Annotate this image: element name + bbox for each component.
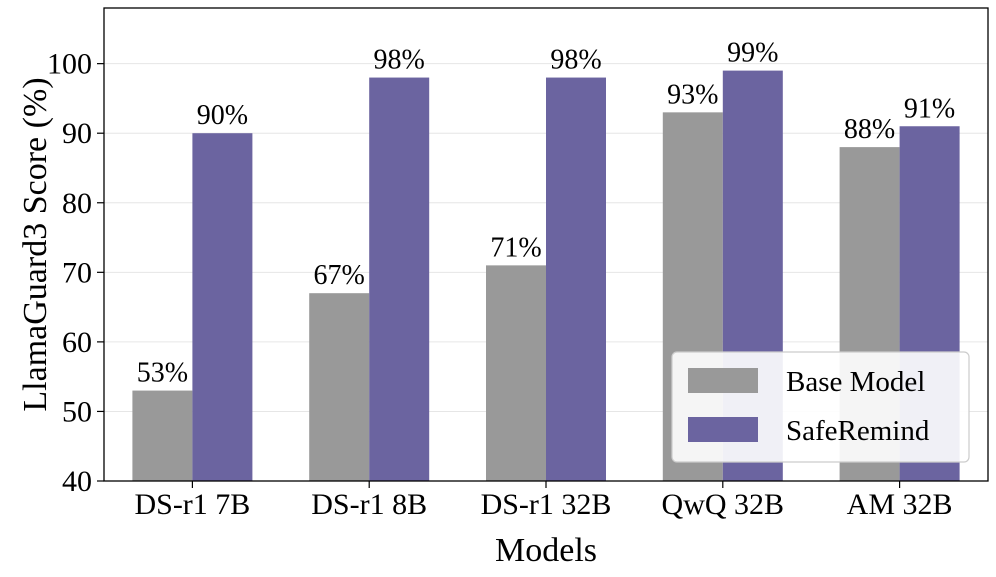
data-label: 91% [904, 93, 955, 124]
y-tick-label: 100 [47, 48, 92, 81]
x-tick-label: DS-r1 8B [311, 488, 427, 521]
data-label: 99% [727, 38, 778, 69]
bar-saferemind [369, 77, 430, 481]
x-tick-label: DS-r1 7B [134, 488, 250, 521]
legend-swatch-saferemind [688, 417, 758, 442]
data-label: 67% [314, 260, 365, 291]
x-tick-label: AM 32B [847, 488, 953, 521]
data-label: 88% [844, 114, 895, 145]
x-axis-ticks: DS-r1 7B DS-r1 8B DS-r1 32B QwQ 32B AM 32B [134, 481, 953, 521]
y-tick-label: 90 [62, 117, 92, 150]
y-tick-label: 70 [62, 256, 92, 289]
data-label: 53% [137, 358, 188, 389]
legend-label-saferemind: SafeRemind [786, 415, 930, 447]
bar-base-model [132, 390, 193, 481]
y-tick-label: 40 [62, 465, 92, 498]
x-tick-label: QwQ 32B [662, 488, 785, 521]
y-tick-label: 80 [62, 187, 92, 220]
legend-label-base-model: Base Model [786, 366, 925, 398]
y-axis-title: LlamaGuard3 Score (%) [17, 77, 54, 411]
data-label: 98% [550, 45, 601, 76]
bar-base-model [486, 265, 546, 481]
data-labels: 53% 90% 67% 98% 71% 98% 93% 99% 88% 91% [137, 38, 956, 389]
legend: Base Model SafeRemind [671, 351, 970, 463]
data-label: 93% [667, 79, 718, 110]
legend-swatch-base-model [688, 368, 758, 393]
x-axis-title: Models [495, 532, 597, 569]
bar-saferemind [192, 133, 253, 482]
y-tick-label: 50 [62, 395, 92, 428]
y-tick-label: 60 [62, 326, 92, 359]
data-label: 90% [197, 100, 248, 131]
x-tick-label: DS-r1 32B [481, 488, 612, 521]
data-label: 71% [490, 232, 541, 263]
bar-saferemind [546, 77, 606, 481]
y-axis-ticks: 40 50 60 70 80 90 100 [47, 48, 104, 498]
data-label: 98% [374, 45, 425, 76]
bar-base-model [309, 293, 370, 481]
